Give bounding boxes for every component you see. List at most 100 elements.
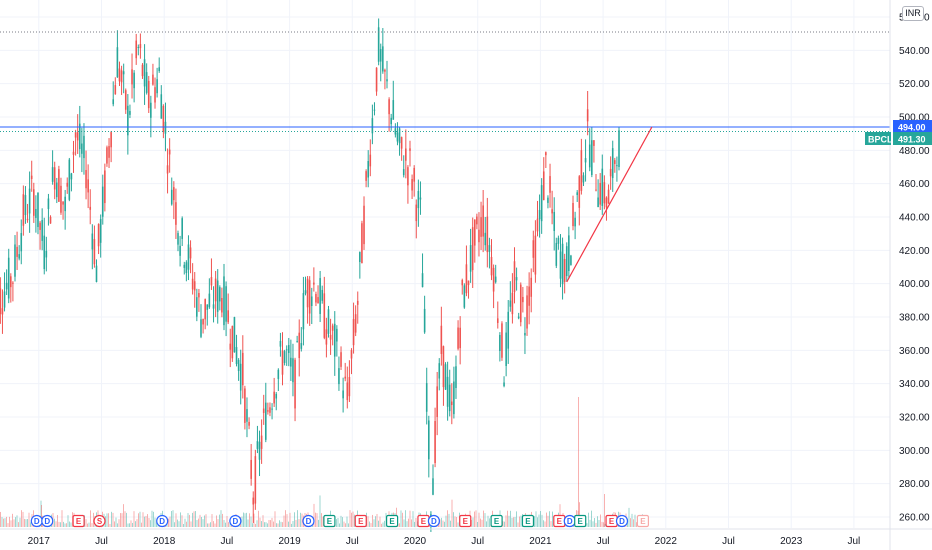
candle-body bbox=[122, 71, 125, 75]
candle-body bbox=[47, 198, 50, 209]
event-letter: E bbox=[358, 517, 364, 526]
candle-body bbox=[66, 182, 69, 187]
candle-body bbox=[76, 132, 79, 141]
candle-body bbox=[565, 246, 568, 277]
currency-label[interactable]: INR bbox=[902, 6, 924, 21]
volume-bar bbox=[471, 519, 472, 527]
volume-bar bbox=[226, 515, 228, 527]
event-letter: E bbox=[609, 517, 615, 526]
volume-bar bbox=[288, 521, 289, 527]
candle-body bbox=[354, 314, 357, 333]
volume-bar bbox=[511, 517, 513, 527]
candle-body bbox=[164, 121, 167, 134]
volume-bar bbox=[61, 510, 63, 527]
volume-bar bbox=[255, 523, 256, 527]
volume-bar bbox=[630, 518, 631, 527]
candle-body bbox=[547, 197, 549, 203]
volume-bar bbox=[379, 516, 381, 527]
time-tick-label: 2019 bbox=[278, 536, 301, 547]
volume-bar bbox=[133, 511, 135, 527]
candle-body bbox=[118, 68, 121, 82]
volume-bar bbox=[540, 510, 541, 527]
volume-bar bbox=[483, 510, 484, 527]
volume-bar bbox=[225, 522, 226, 527]
candle-body bbox=[580, 150, 583, 191]
candle-body bbox=[162, 106, 165, 133]
volume-bar bbox=[634, 514, 636, 527]
event-marker-upcoming: E bbox=[636, 514, 650, 528]
candle-body bbox=[39, 222, 41, 230]
volume-bar bbox=[15, 517, 16, 527]
candle-body bbox=[43, 235, 46, 270]
volume-bar bbox=[151, 510, 153, 527]
candle-body bbox=[183, 264, 186, 268]
price-tick-label: 280.00 bbox=[899, 479, 930, 490]
volume-bar bbox=[222, 513, 223, 527]
candle-body bbox=[37, 192, 39, 227]
candle-body bbox=[327, 309, 330, 334]
volume-bar bbox=[597, 516, 598, 527]
volume-bar bbox=[130, 520, 132, 527]
candle-body bbox=[568, 235, 570, 272]
volume-bar bbox=[246, 512, 247, 527]
candle-body bbox=[0, 288, 2, 315]
volume-bar bbox=[372, 514, 373, 527]
volume-bar bbox=[384, 520, 385, 527]
time-axis[interactable]: 2017 Jul 2018 Jul 2019 Jul 2020 Jul 2021 Jul 2022 J… bbox=[0, 528, 932, 547]
candle-body bbox=[166, 165, 169, 174]
price-tick-label: 520.00 bbox=[899, 79, 930, 90]
event-marker-earnings-green: E bbox=[574, 514, 587, 528]
volume-bar bbox=[291, 523, 292, 527]
volume-bar bbox=[264, 522, 265, 527]
candle-body bbox=[482, 205, 484, 237]
volume-bar bbox=[112, 512, 114, 527]
price-axis[interactable]: 260.00 280.00 300.00 320.00 340.00 360.00 380.… bbox=[865, 0, 932, 550]
candle-body bbox=[202, 318, 204, 325]
candle-body bbox=[45, 250, 48, 258]
resistance-price-label: 494.00 bbox=[898, 123, 926, 133]
candle-body bbox=[273, 391, 275, 404]
volume-bar bbox=[487, 515, 489, 527]
candle-body bbox=[87, 179, 89, 193]
volume-bar bbox=[516, 511, 517, 527]
volume-bar bbox=[228, 522, 229, 527]
candle-body bbox=[89, 206, 92, 210]
volume-bar bbox=[120, 513, 121, 527]
volume-bar bbox=[180, 512, 181, 527]
volume-bar bbox=[636, 522, 637, 527]
candle-body bbox=[321, 289, 324, 301]
candle-body bbox=[41, 220, 43, 241]
volume-bar bbox=[121, 513, 123, 527]
volume-bar bbox=[537, 517, 538, 527]
volume-bar bbox=[90, 510, 91, 527]
volume-bar bbox=[175, 513, 177, 527]
volume-bar bbox=[588, 512, 589, 527]
event-marker-dividend: D bbox=[156, 514, 169, 528]
volume-bar bbox=[594, 518, 595, 527]
volume-bar bbox=[441, 517, 442, 527]
candle-body bbox=[33, 189, 35, 216]
candle-body bbox=[486, 216, 489, 253]
candle-body bbox=[530, 277, 533, 297]
volume-bar bbox=[535, 511, 537, 527]
event-letter: D bbox=[232, 517, 238, 526]
volume-bar bbox=[262, 515, 264, 527]
candle-body bbox=[540, 185, 543, 222]
volume-bar bbox=[177, 519, 178, 527]
volume-bar bbox=[259, 517, 261, 527]
volume-bar bbox=[285, 510, 286, 527]
volume-bar bbox=[367, 516, 369, 527]
volume-bar bbox=[216, 515, 217, 527]
volume-bar bbox=[210, 522, 211, 527]
candle-body bbox=[436, 386, 438, 417]
candle-body bbox=[204, 299, 206, 320]
candle-body bbox=[361, 223, 363, 264]
candle-body bbox=[308, 280, 311, 314]
volume-bar bbox=[631, 513, 633, 527]
volume-bar bbox=[88, 522, 90, 527]
event-letter: D bbox=[567, 517, 573, 526]
volume-bar bbox=[55, 521, 57, 527]
volume-bar bbox=[136, 519, 138, 527]
volume-bar bbox=[0, 511, 1, 527]
